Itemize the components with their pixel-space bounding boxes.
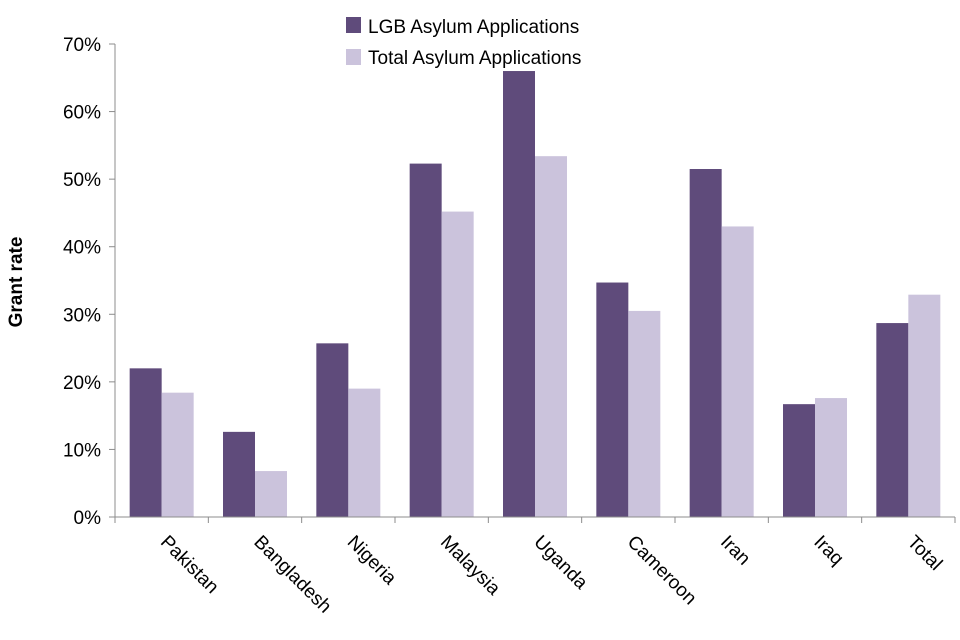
x-category-label: Uganda: [529, 532, 591, 594]
bar-lgb-nigeria: [316, 343, 349, 517]
bar-lgb-total: [876, 323, 909, 517]
x-category-label: Cameroon: [623, 532, 701, 610]
y-axis-title: Grant rate: [6, 237, 27, 328]
legend: LGB Asylum Applications Total Asylum App…: [346, 17, 581, 69]
x-category-label: Pakistan: [156, 532, 222, 598]
legend-swatch-lgb: [346, 17, 361, 33]
y-tick-label: 60%: [63, 103, 101, 124]
bar-lgb-malaysia: [409, 163, 442, 517]
y-tick-label: 70%: [63, 35, 101, 56]
bar-total-bangladesh: [255, 471, 287, 517]
bar-lgb-cameroon: [596, 282, 629, 517]
bar-total-pakistan: [161, 392, 194, 517]
x-category-label: Total: [903, 532, 946, 575]
plot-area: 0% 10% 20% 30% 40% 50% 60% 70% Pakistan Banglades…: [63, 35, 956, 618]
legend-label-lgb: LGB Asylum Applications: [368, 17, 579, 38]
y-tick-label: 50%: [63, 170, 101, 191]
bar-lgb-uganda: [503, 71, 535, 518]
bar-total-nigeria: [348, 388, 381, 517]
y-tick-label: 20%: [63, 373, 101, 394]
bar-total-iran: [721, 226, 754, 517]
x-category-label: Bangladesh: [249, 532, 335, 618]
bar-total-cameroon: [628, 310, 661, 517]
bar-lgb-iraq: [783, 404, 815, 517]
y-tick-label: 40%: [63, 238, 101, 259]
bar-total-malaysia: [441, 211, 474, 517]
y-tick-label: 0%: [74, 508, 102, 529]
bar-total-iraq: [815, 398, 847, 517]
y-tick-label: 10%: [63, 440, 101, 461]
x-category-label: Iran: [716, 532, 754, 570]
bar-lgb-pakistan: [129, 368, 162, 517]
bar-total-uganda: [535, 156, 567, 517]
bar-total-total: [908, 294, 941, 517]
legend-swatch-total: [346, 49, 361, 65]
legend-label-total: Total Asylum Applications: [368, 48, 581, 69]
x-category-label: Nigeria: [343, 532, 401, 590]
x-category-label: Malaysia: [436, 532, 504, 600]
x-category-label: Iraq: [809, 532, 847, 570]
y-tick-label: 30%: [63, 305, 101, 326]
bar-lgb-iran: [689, 169, 722, 517]
bar-lgb-bangladesh: [223, 431, 255, 517]
